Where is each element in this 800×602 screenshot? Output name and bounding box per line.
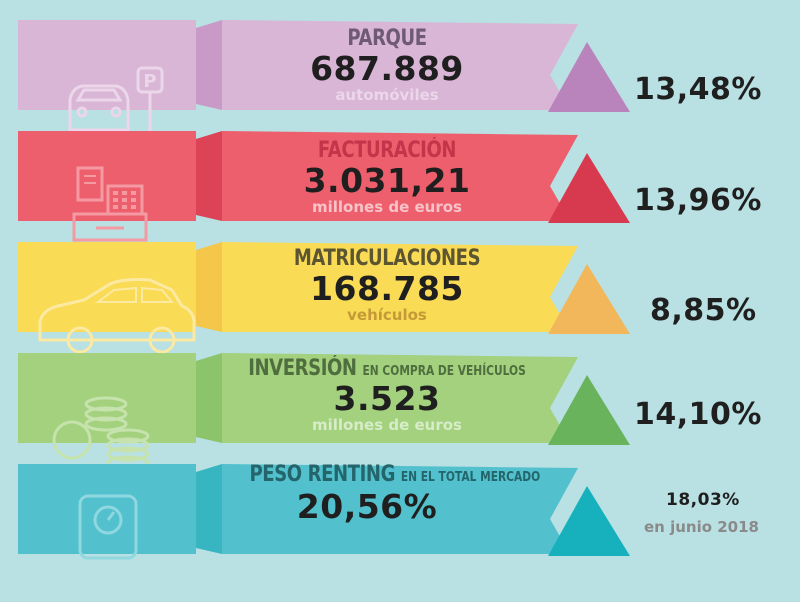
row-4-value: 3.523 — [333, 379, 441, 418]
row-5-change: 18,03% — [666, 490, 740, 510]
row-3-change: 8,85% — [650, 293, 757, 328]
row-3-value: 168.785 — [310, 269, 464, 308]
row-3-text: MATRICULACIONES 168.785 vehículos — [222, 246, 552, 323]
row-5-title: PESO RENTING EN EL TOTAL MERCADO — [249, 462, 541, 487]
row-4-text: INVERSIÓN EN COMPRA DE VEHÍCULOS 3.523 m… — [212, 356, 562, 433]
row-1-title-main: PARQUE — [347, 26, 427, 51]
row-1-unit: automóviles — [335, 86, 439, 104]
row-4-title-main: INVERSIÓN — [248, 356, 357, 381]
row-1-up-arrow — [548, 42, 630, 112]
row-2-change: 13,96% — [634, 183, 762, 218]
row-3-title-main: MATRICULACIONES — [293, 246, 481, 271]
row-4-title: INVERSIÓN EN COMPRA DE VEHÍCULOS — [244, 356, 531, 381]
row-1-band — [18, 20, 578, 110]
scale-icon — [78, 494, 138, 560]
svg-text:P: P — [143, 71, 156, 92]
row-1-text: PARQUE 687.889 automóviles — [222, 26, 552, 103]
row-1-value: 687.889 — [310, 49, 464, 88]
row-5-up-arrow — [548, 486, 630, 556]
row-4-change: 14,10% — [634, 397, 762, 432]
row-1-title: PARQUE — [252, 26, 523, 51]
row-3-unit: vehículos — [347, 306, 427, 324]
row-3-title: MATRICULACIONES — [252, 246, 523, 271]
row-2-band — [18, 131, 578, 221]
coins-icon — [52, 396, 150, 471]
row-5-note: en junio 2018 — [644, 518, 759, 536]
car-parking-icon: P — [68, 66, 164, 134]
row-4-unit: millones de euros — [312, 416, 462, 434]
row-1-change: 13,48% — [634, 72, 762, 107]
row-4-title-sub: EN COMPRA DE VEHÍCULOS — [362, 364, 526, 379]
row-4-band — [18, 353, 578, 443]
row-5-band — [18, 464, 578, 554]
row-2-unit: millones de euros — [312, 198, 462, 216]
row-5-text: PESO RENTING EN EL TOTAL MERCADO 20,56% — [218, 462, 568, 525]
row-2-value: 3.031,21 — [303, 161, 471, 200]
row-5-title-main: PESO RENTING — [249, 462, 396, 487]
row-5-title-sub: EN EL TOTAL MERCADO — [400, 470, 541, 485]
car-icon — [38, 278, 196, 354]
row-2-title-main: FACTURACIÓN — [317, 138, 457, 163]
row-2-text: FACTURACIÓN 3.031,21 millones de euros — [222, 138, 552, 215]
row-2-title: FACTURACIÓN — [252, 138, 523, 163]
cash-register-icon — [72, 166, 148, 242]
row-3-up-arrow — [548, 264, 630, 334]
row-2-up-arrow — [548, 153, 630, 223]
row-5-value: 20,56% — [296, 487, 438, 526]
row-4-up-arrow — [548, 375, 630, 445]
